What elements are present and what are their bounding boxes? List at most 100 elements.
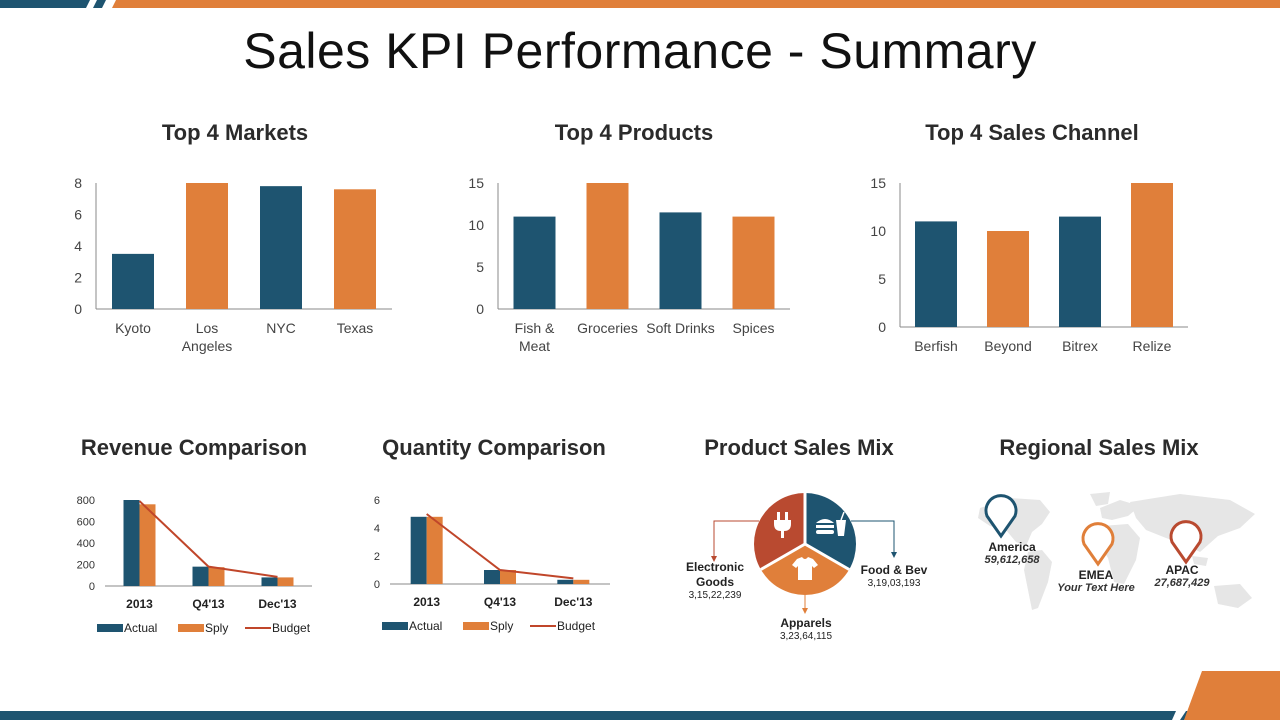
- y-tick-label: 2: [74, 270, 82, 286]
- america-pin: [984, 494, 1018, 539]
- x-tick-label: Kyoto: [115, 320, 151, 336]
- bar-sply: [139, 504, 156, 586]
- y-tick-label: 5: [476, 259, 484, 275]
- x-tick-label: Q4'13: [484, 595, 517, 609]
- x-tick-label: Meat: [519, 338, 550, 354]
- x-tick-label: Beyond: [984, 338, 1031, 354]
- pie-divider: [804, 542, 850, 571]
- y-tick-label: 0: [89, 581, 95, 593]
- bar-sply: [208, 567, 225, 586]
- x-tick-label: 2013: [126, 597, 153, 611]
- region-america: America 59,612,658: [966, 540, 1058, 566]
- region-value: 59,612,658: [984, 554, 1040, 566]
- x-tick-label: NYC: [266, 320, 296, 336]
- products-title: Top 4 Products: [554, 120, 714, 145]
- top-products-chart: 0 5 10 15 Fish & Meat Groceries Soft Drinks Spic…: [468, 175, 790, 354]
- world-map: [978, 492, 1255, 610]
- bottom-navy-stripe: [0, 711, 1176, 720]
- bar-sply: [573, 579, 590, 584]
- y-tick-label: 600: [77, 517, 95, 529]
- bar-actual: [484, 570, 500, 584]
- electronic-goods-name: Electronic Goods: [685, 560, 745, 589]
- bar-sply: [426, 516, 443, 584]
- y-tick-label: 4: [374, 523, 380, 535]
- arrow-head: [891, 552, 897, 558]
- apparels-label: Apparels 3,23,64,115: [760, 616, 852, 642]
- region-name: America: [988, 540, 1036, 554]
- y-tick-label: 10: [468, 217, 484, 233]
- y-tick-label: 15: [870, 175, 886, 191]
- x-tick-label: Soft Drinks: [646, 320, 714, 336]
- top-accent-stripe: [93, 0, 106, 8]
- plug-icon: [774, 512, 791, 538]
- revenue-comparison-chart: 0 200 400 600 800 2013 Q4'13 Dec'13 Actual Sply Bu…: [77, 495, 312, 635]
- electronic-goods-label: Electronic Goods 3,15,22,239: [669, 560, 761, 601]
- bar: [1059, 216, 1101, 327]
- bar-sply: [277, 577, 294, 586]
- y-tick-label: 0: [476, 301, 484, 317]
- food-bev-value: 3,19,03,193: [867, 578, 921, 589]
- pie-divider: [760, 542, 806, 571]
- region-name: EMEA: [1078, 568, 1114, 582]
- y-tick-label: 400: [77, 538, 95, 550]
- budget-line: [138, 500, 278, 578]
- food-icon: [816, 511, 846, 536]
- x-tick-label: Fish &: [515, 320, 555, 336]
- y-tick-label: 10: [870, 223, 886, 239]
- product-mix-title: Product Sales Mix: [704, 435, 894, 460]
- x-tick-label: Bitrex: [1062, 338, 1098, 354]
- legend-label: Budget: [557, 619, 596, 633]
- bar: [260, 186, 302, 309]
- apparels-value: 3,23,64,115: [779, 631, 833, 642]
- bar-actual: [192, 566, 209, 586]
- legend-label: Sply: [490, 619, 513, 633]
- arrow-head: [711, 556, 717, 562]
- x-tick-label: Q4'13: [192, 597, 225, 611]
- bar: [334, 189, 376, 309]
- apac-pin: [1169, 520, 1203, 565]
- top-channels-chart: 0 5 10 15 Berfish Beyond Bitrex Relize: [870, 175, 1188, 354]
- x-tick-label: Spices: [732, 320, 774, 336]
- product-sales-mix-chart: [711, 493, 897, 614]
- connector-electronic: [713, 520, 759, 558]
- bar-actual: [123, 500, 140, 586]
- region-emea: EMEA Your Text Here: [1046, 568, 1146, 594]
- bar: [915, 221, 957, 327]
- legend-swatch: [382, 622, 408, 630]
- legend-swatch: [178, 624, 204, 632]
- bottom-right-orange-block: [1184, 671, 1280, 720]
- markets-title: Top 4 Markets: [161, 120, 309, 145]
- regional-mix-title: Regional Sales Mix: [999, 435, 1199, 460]
- x-tick-label: Texas: [337, 320, 374, 336]
- food-bev-name: Food & Bev: [860, 563, 928, 577]
- y-tick-label: 15: [468, 175, 484, 191]
- x-tick-label: Angeles: [182, 338, 233, 354]
- bar: [987, 231, 1029, 327]
- page-title: Sales KPI Performance - Summary: [243, 23, 1037, 79]
- region-apac: APAC 27,687,429: [1136, 563, 1228, 589]
- quantity-title: Quantity Comparison: [382, 435, 606, 460]
- legend-label: Actual: [124, 621, 157, 635]
- x-tick-label: Dec'13: [554, 595, 593, 609]
- y-tick-label: 0: [878, 319, 886, 335]
- connector-food: [851, 520, 895, 554]
- x-tick-label: Relize: [1133, 338, 1172, 354]
- top-left-stripe: [0, 0, 90, 8]
- apparels-name: Apparels: [780, 616, 832, 630]
- bar-actual: [557, 579, 574, 584]
- bar: [1131, 183, 1173, 327]
- bar: [112, 253, 154, 309]
- y-tick-label: 5: [878, 271, 886, 287]
- x-tick-label: 2013: [413, 595, 440, 609]
- arrow-head: [802, 608, 808, 614]
- legend-label: Budget: [272, 621, 311, 635]
- x-tick-label: Los: [196, 320, 219, 336]
- y-tick-label: 200: [77, 560, 95, 572]
- budget-line: [426, 513, 574, 580]
- electronic-goods-value: 3,15,22,239: [688, 590, 742, 601]
- top-markets-chart: 0 2 4 6 8 Kyoto Los Angeles NYC Texas: [74, 175, 392, 354]
- shirt-icon: [792, 557, 818, 580]
- bar: [732, 216, 775, 309]
- emea-pin: [1081, 522, 1115, 567]
